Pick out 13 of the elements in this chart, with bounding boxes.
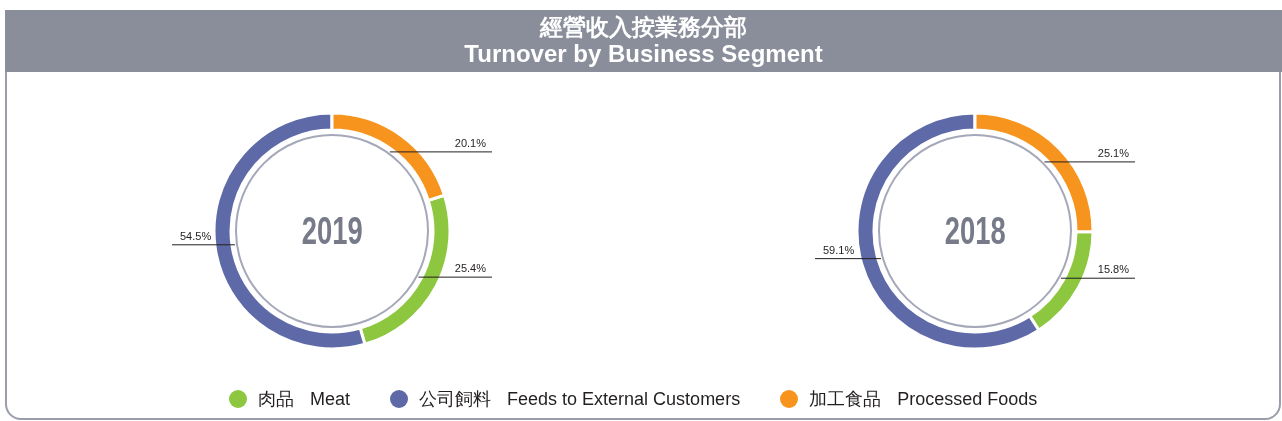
data-label: 25.1% [1097, 146, 1130, 159]
data-label: 25.4% [454, 262, 487, 275]
text: 2018 [944, 209, 1006, 253]
data-label: 20.1% [454, 136, 487, 149]
legend-label: 公司飼料 Feeds to External Customers [419, 387, 741, 411]
data-label: 54.5% [180, 229, 212, 242]
data-label: 59.1% [823, 243, 855, 256]
legend-label: 肉品 Meat [258, 387, 351, 411]
data-label: 15.8% [1097, 263, 1130, 276]
legend-label: 加工食品 Processed Foods [809, 387, 1038, 411]
text: 2019 [301, 209, 363, 253]
text: Turnover by Business Segment [463, 40, 824, 68]
text: 經營收入按業務分部 [538, 12, 748, 40]
